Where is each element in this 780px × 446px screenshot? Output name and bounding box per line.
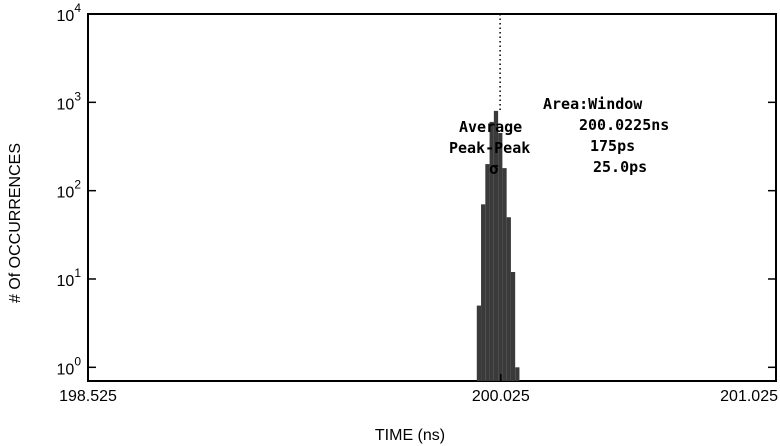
x-axis-ticks: 198.525 200.025 201.025 bbox=[59, 374, 778, 405]
y-axis-label: # Of OCCURRENCES bbox=[7, 143, 24, 303]
y-tick-label: 102 bbox=[57, 178, 82, 202]
x-tick-label: 200.025 bbox=[472, 388, 530, 405]
histogram-bar bbox=[489, 121, 494, 381]
plot-frame bbox=[87, 13, 777, 382]
x-tick-label: 201.025 bbox=[720, 388, 778, 405]
histogram-bar bbox=[502, 168, 507, 381]
sigma-value: 25.0ps bbox=[593, 158, 647, 176]
peak-peak-label: Peak-Peak bbox=[449, 139, 530, 157]
area-label: Area:Window bbox=[543, 95, 643, 113]
y-tick-label: 103 bbox=[57, 89, 82, 113]
x-tick-label: 198.525 bbox=[59, 388, 117, 405]
stats-panel: Area:Window Average 200.0225ns Peak-Peak… bbox=[449, 95, 669, 178]
y-tick-label: 100 bbox=[57, 354, 82, 378]
histogram-bars bbox=[476, 110, 520, 381]
average-label: Average bbox=[459, 118, 522, 136]
sigma-label: σ bbox=[489, 159, 499, 178]
x-axis-label: TIME (ns) bbox=[375, 427, 445, 444]
average-value: 200.0225ns bbox=[579, 116, 669, 134]
histogram-bar bbox=[506, 217, 511, 381]
y-tick-label: 101 bbox=[57, 266, 82, 290]
histogram-bar bbox=[476, 305, 482, 381]
peak-peak-value: 175ps bbox=[590, 137, 635, 155]
histogram-bar bbox=[515, 367, 520, 381]
histogram-bar bbox=[485, 164, 490, 381]
histogram-bar bbox=[510, 271, 516, 381]
y-tick-label: 104 bbox=[57, 1, 82, 25]
histogram-bar bbox=[481, 204, 486, 381]
histogram-bar bbox=[498, 132, 503, 381]
y-axis-ticks: 100 101 102 103 104 bbox=[57, 1, 776, 378]
histogram-bar bbox=[493, 110, 499, 381]
